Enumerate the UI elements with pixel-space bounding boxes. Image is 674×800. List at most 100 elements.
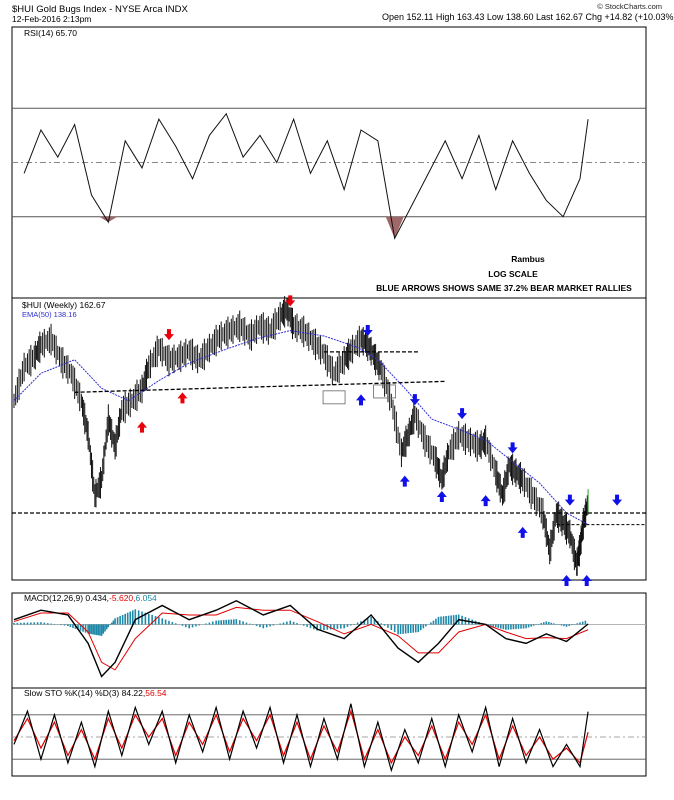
macd-histogram-bar [515,624,517,630]
macd-histogram-bar [23,622,25,625]
macd-histogram-bar [548,622,550,625]
sto-k-line [13,703,589,773]
macd-histogram-bar [154,616,157,625]
arrow-blue-down [362,324,373,336]
macd-histogram-bar [233,619,235,625]
macd-histogram-bar [366,618,369,625]
macd-title-main: MACD(12,26,9) 0.434, [24,593,109,603]
macd-histogram-bar [323,624,325,631]
macd-histogram-bar [112,620,115,625]
macd-histogram-bar [409,624,412,633]
macd-histogram-bar [399,624,402,635]
macd-histogram-bar [227,619,230,625]
macd-histogram-bar [69,624,72,627]
macd-histogram-bar [286,621,288,625]
macd-histogram-bar [497,624,500,628]
macd-histogram-bar [390,624,393,631]
macd-histogram-bar [435,618,437,625]
rsi-annotation-log-scale: LOG SCALE [488,269,538,279]
macd-histogram-bar [350,624,352,626]
macd-histogram-bar [16,622,19,625]
macd-histogram-bar [124,613,126,625]
macd-histogram-bar [116,617,119,625]
macd-histogram-bar [505,624,507,630]
macd-histogram-bar [205,623,207,625]
macd-histogram-bar [560,624,563,626]
macd-histogram-bar [161,618,164,625]
macd-histogram-bar [417,624,420,633]
arrow-blue-up [399,475,410,487]
macd-histogram-bar [581,621,584,625]
macd-histogram-bar [319,624,322,631]
macd-histogram-bar [82,624,84,632]
macd-histogram-bar [147,613,150,625]
macd-histogram-bar [181,624,184,626]
macd-histogram-bar [532,624,535,626]
macd-histogram-bar [36,622,39,625]
macd-histogram-bar [333,624,335,630]
macd-histogram-bar [168,620,170,625]
macd-histogram-bar [40,622,42,625]
macd-histogram-bar [360,621,362,625]
macd-histogram-bar [191,624,194,628]
macd-signal-line [13,606,589,671]
macd-histogram-bar [363,619,366,625]
macd-histogram-bar [211,621,214,625]
macd-histogram-bar [373,619,376,625]
macd-histogram-bar [545,621,548,625]
macd-histogram-bar [517,624,520,629]
sto-title-main: Slow STO %K(14) %D(3) 84.22, [24,688,145,698]
callout-box-bo [373,384,396,399]
arrow-blue-down [507,442,518,454]
macd-histogram-bar [571,624,573,626]
macd-histogram-bar [171,622,174,625]
macd-histogram-bar [195,624,197,627]
macd-histogram-bar [245,622,248,625]
macd-histogram-bar [353,623,356,625]
macd-histogram-bar [26,622,29,625]
callout-box-db [322,390,346,405]
macd-histogram-bar [158,617,160,625]
macd-histogram-bar [105,624,108,630]
macd-histogram-bar [309,624,312,629]
macd-histogram-bar [302,624,305,626]
macd-histogram-bar [568,624,571,626]
macd-histogram-bar [306,624,308,627]
macd-histogram-bar [502,624,505,630]
macd-histogram-bar [500,624,502,629]
macd-panel-title: MACD(12,26,9) 0.434,-5.620,6.054 [24,593,157,603]
arrow-blue-up [581,575,592,587]
macd-histogram-bar [550,622,553,625]
macd-histogram-bar [420,624,422,631]
macd-histogram-bar [414,624,417,633]
macd-histogram-bar [114,618,116,625]
macd-histogram-bar [383,624,386,626]
sto-panel-title: Slow STO %K(14) %D(3) 84.22,56.54 [24,688,167,698]
macd-histogram-bar [269,624,271,627]
macd-histogram-bar [119,616,121,625]
macd-histogram-bar [492,624,495,627]
macd-histogram-bar [262,624,265,629]
arrow-blue-down [564,494,575,506]
macd-histogram-bar [141,611,143,625]
macd-histogram-bar [63,624,66,626]
macd-histogram-bar [584,620,587,625]
macd-histogram-bar [107,624,110,628]
macd-histogram-bar [79,624,82,631]
macd-histogram-bar [512,624,515,630]
macd-histogram-bar [217,620,220,625]
macd-histogram-bar [94,624,96,635]
macd-histogram-bar [198,624,201,626]
macd-histogram-bar [208,622,211,625]
macd-histogram-bar [530,624,532,627]
macd-histogram-bar [316,624,319,631]
macd-histogram-bar [579,622,581,625]
macd-histogram-bar [97,624,100,636]
macd-histogram-bar [259,624,261,628]
rsi-annotation-author: Rambus [511,254,545,264]
macd-histogram-bar [188,624,190,629]
macd-histogram-bar [346,624,349,627]
macd-histogram-bar [402,624,404,634]
macd-histogram-bar [19,622,22,625]
